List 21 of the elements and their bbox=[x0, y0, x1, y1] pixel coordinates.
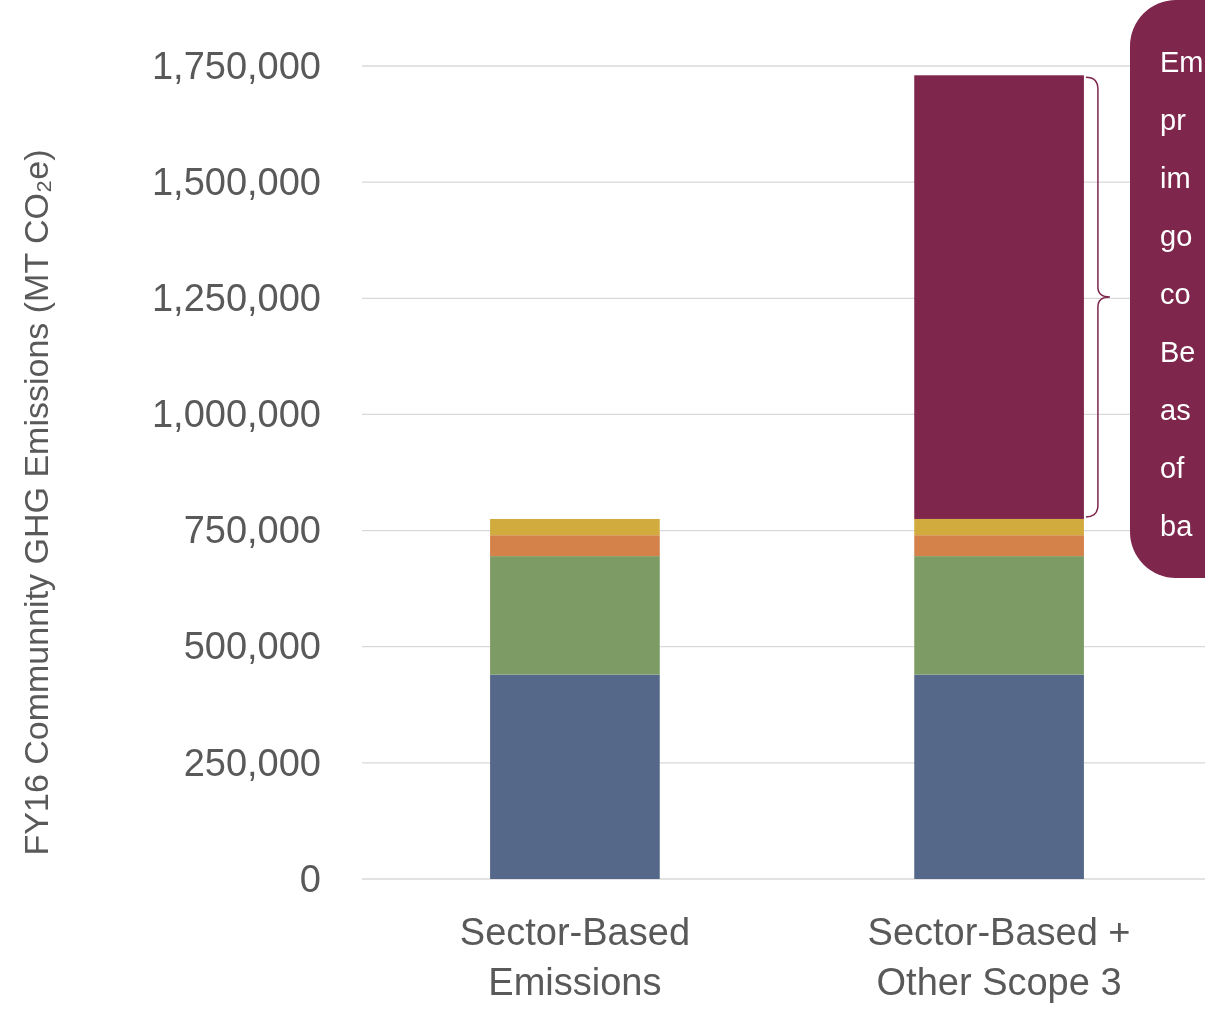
bar bbox=[490, 674, 660, 879]
text: Em pr im go co Be as of ba bbox=[1160, 46, 1204, 542]
y-tick-label: 1,500,000 bbox=[151, 160, 321, 203]
y-tick-label: 500,000 bbox=[183, 625, 321, 668]
x-tick-label: Sector-Based + Other Scope 3 bbox=[867, 911, 1131, 1003]
y-axis-title: FY16 Communnity GHG Emissions (MT CO₂e) bbox=[17, 149, 55, 856]
bar bbox=[914, 535, 1084, 557]
y-tick-label: 250,000 bbox=[183, 741, 321, 784]
bar bbox=[490, 556, 660, 675]
bar bbox=[490, 535, 660, 557]
y-tick-label: 750,000 bbox=[183, 509, 321, 552]
bar bbox=[914, 556, 1084, 675]
y-tick-label: 0 bbox=[299, 857, 321, 900]
bar bbox=[914, 518, 1084, 536]
bar bbox=[490, 518, 660, 536]
x-tick-label: Sector-Based Emissions bbox=[459, 911, 691, 1003]
y-tick-label: 1,250,000 bbox=[151, 276, 321, 319]
y-tick-label: 1,000,000 bbox=[151, 393, 321, 436]
y-tick-label: 1,750,000 bbox=[151, 44, 321, 87]
bar bbox=[914, 75, 1084, 519]
bar bbox=[914, 674, 1084, 879]
